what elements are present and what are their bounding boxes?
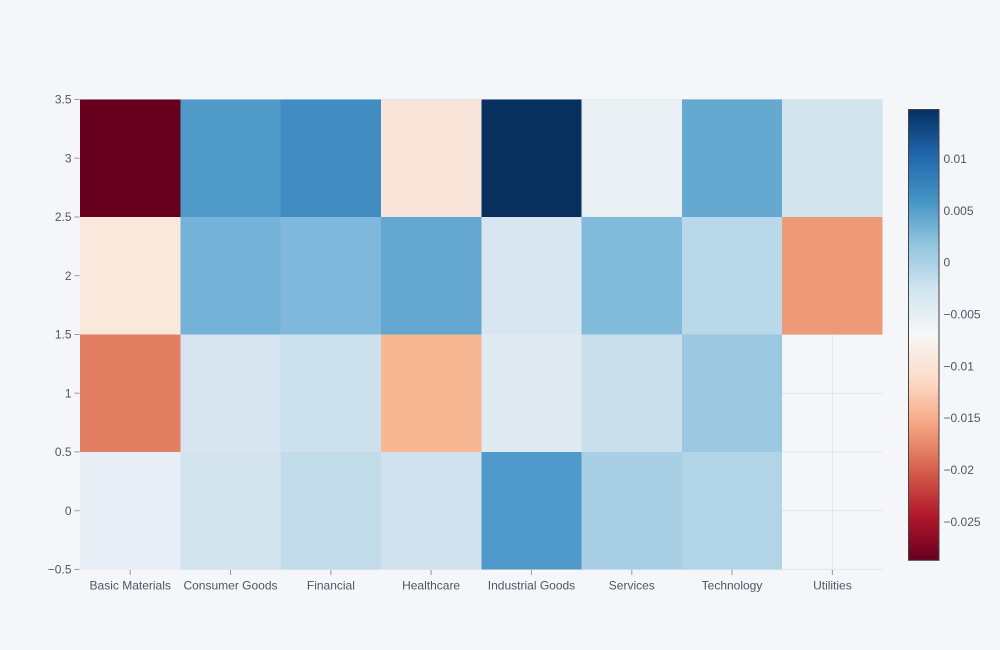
svg-text:2: 2 (65, 269, 72, 283)
svg-text:−0.005: −0.005 (944, 308, 981, 322)
svg-text:2.5: 2.5 (55, 210, 72, 224)
svg-text:1: 1 (65, 386, 72, 400)
svg-text:Services: Services (609, 579, 655, 593)
svg-text:Industrial Goods: Industrial Goods (488, 579, 575, 593)
svg-text:−0.015: −0.015 (944, 411, 981, 425)
svg-text:Utilities: Utilities (813, 579, 852, 593)
svg-text:Technology: Technology (702, 579, 763, 593)
svg-text:−0.5: −0.5 (48, 563, 72, 577)
svg-text:0.5: 0.5 (55, 445, 72, 459)
svg-text:3: 3 (65, 151, 72, 165)
svg-text:−0.01: −0.01 (944, 359, 975, 373)
svg-text:1.5: 1.5 (55, 328, 72, 342)
svg-text:0: 0 (944, 256, 951, 270)
svg-text:Healthcare: Healthcare (402, 579, 460, 593)
svg-text:Financial: Financial (307, 579, 355, 593)
svg-text:3.5: 3.5 (55, 93, 72, 107)
svg-text:0.01: 0.01 (944, 152, 968, 166)
svg-text:0.005: 0.005 (944, 204, 974, 218)
svg-text:−0.02: −0.02 (944, 463, 975, 477)
svg-text:Basic Materials: Basic Materials (90, 579, 171, 593)
svg-text:0: 0 (65, 504, 72, 518)
svg-text:Consumer Goods: Consumer Goods (183, 579, 277, 593)
svg-text:−0.025: −0.025 (944, 515, 981, 529)
